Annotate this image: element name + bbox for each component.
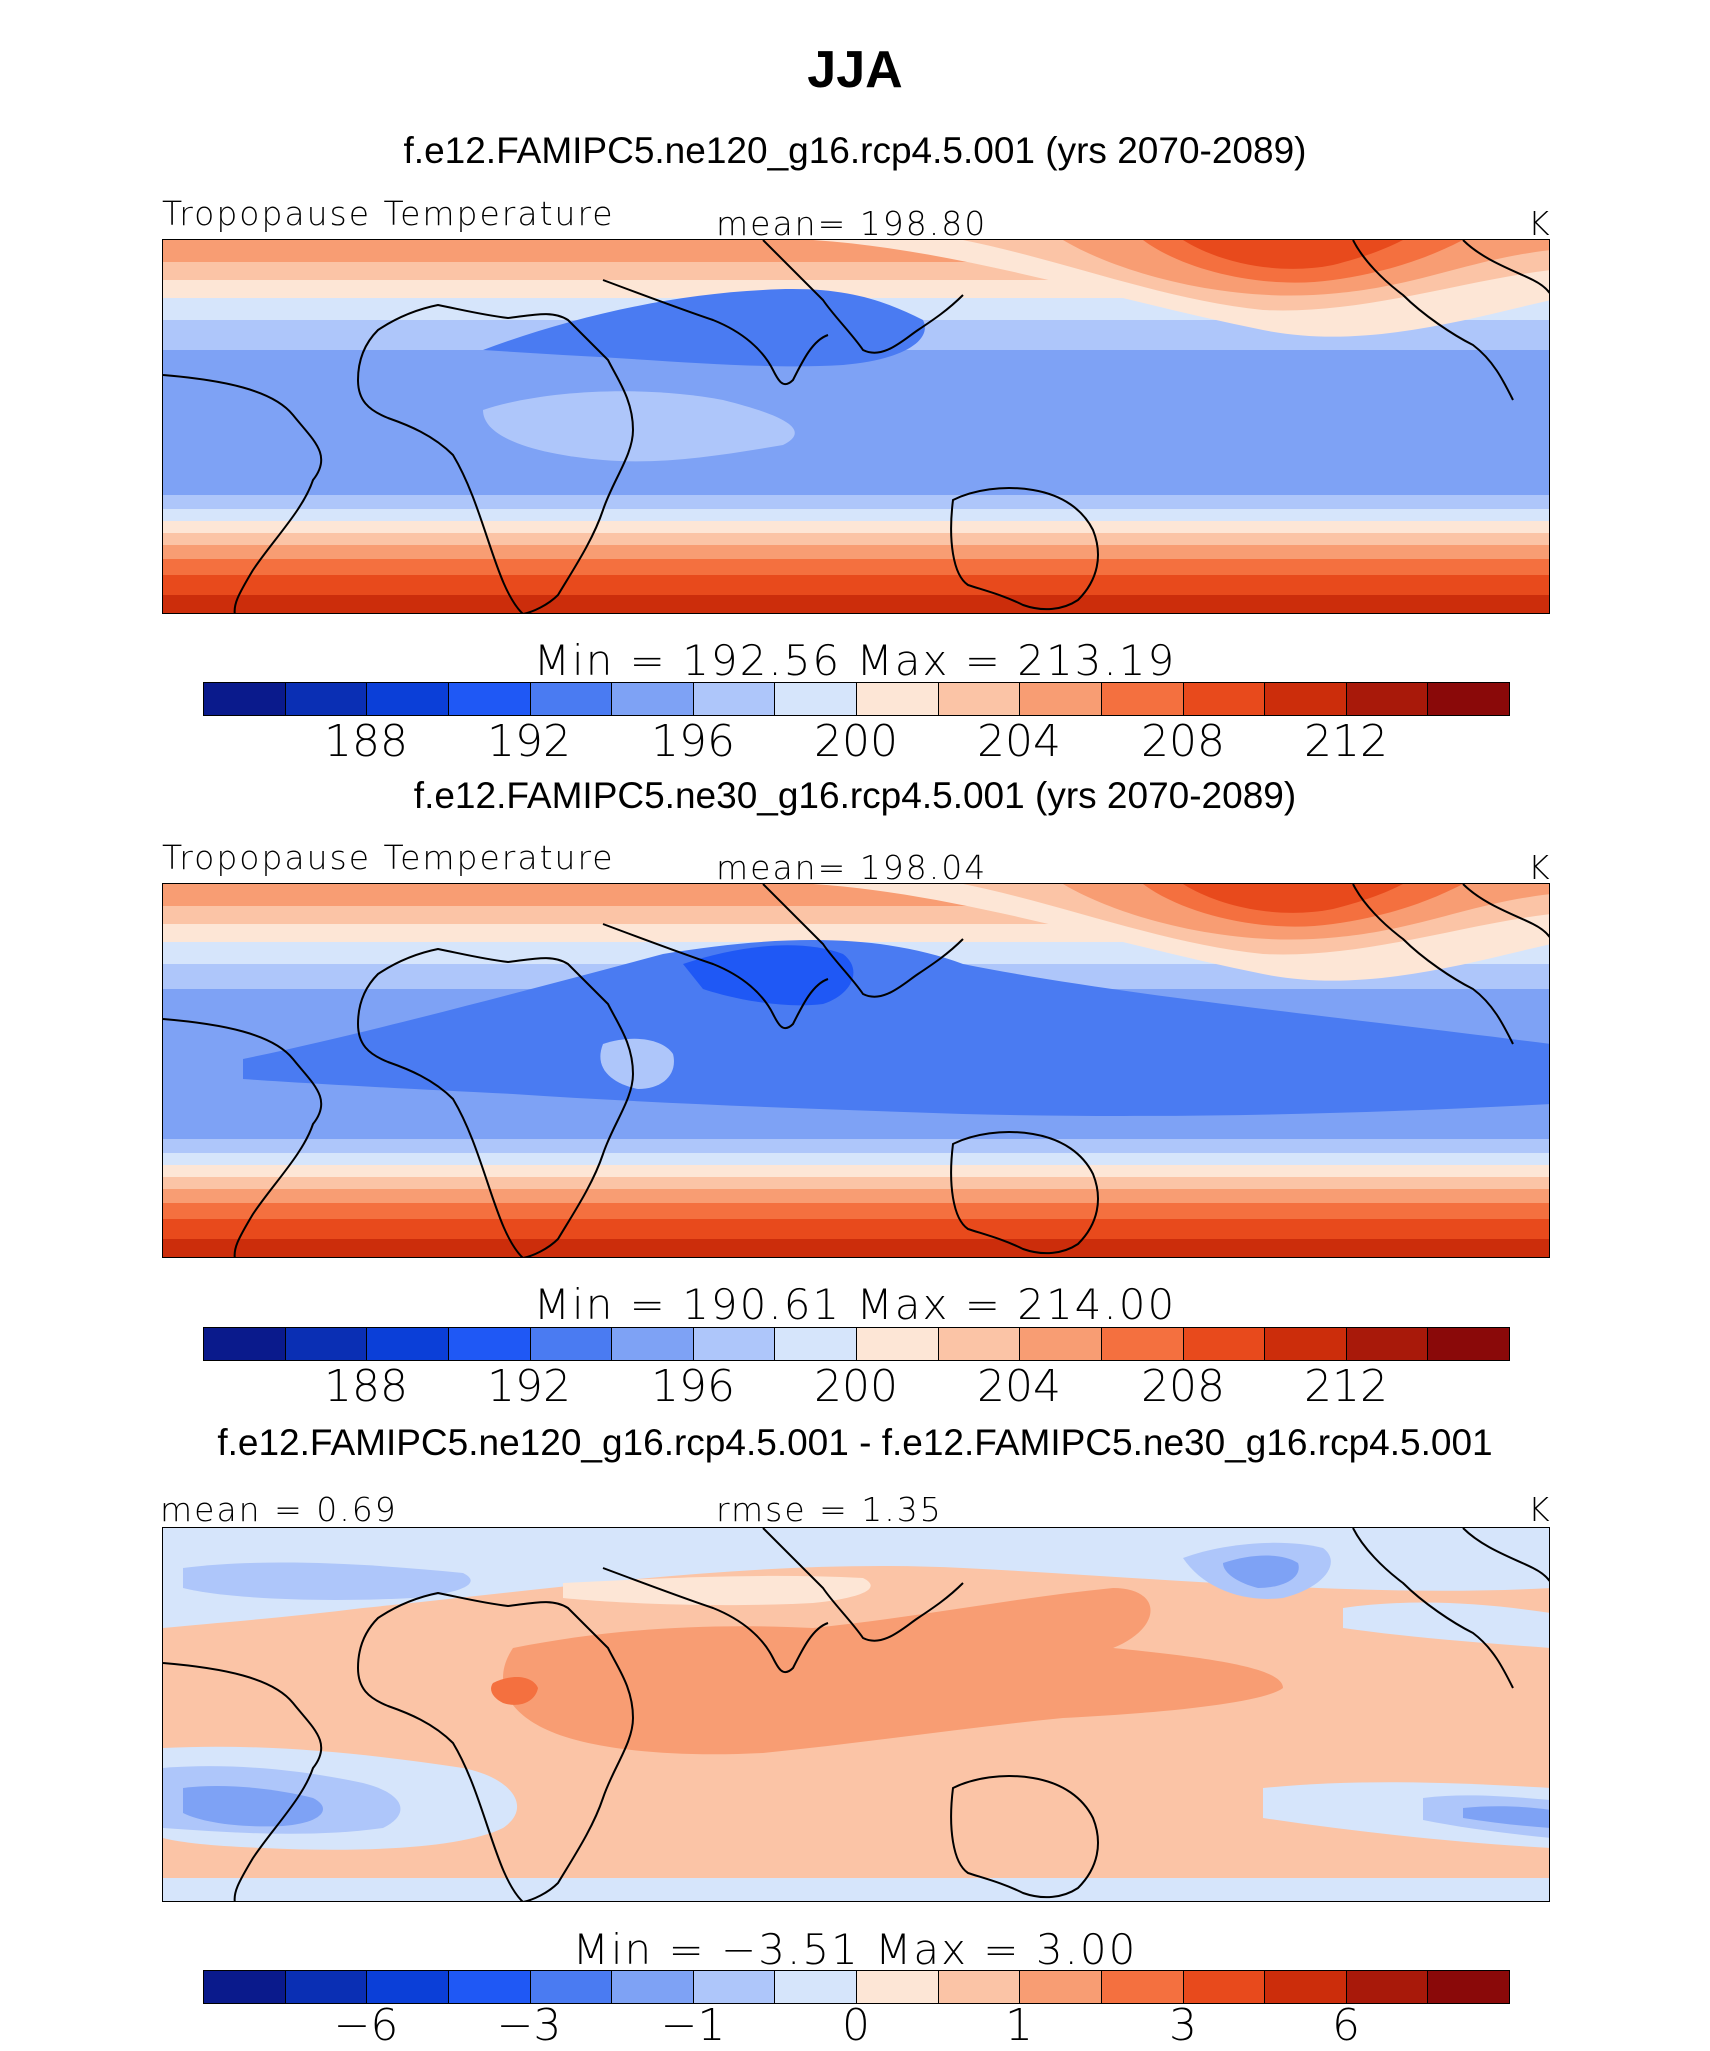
panel-1-colorbar — [203, 682, 1510, 716]
colorbar-swatch — [1428, 1328, 1509, 1360]
colorbar-swatch — [530, 683, 613, 715]
panel-3-units-label: K — [1528, 1490, 1552, 1529]
panel-3-mean-label: mean = 0.69 — [160, 1490, 398, 1529]
colorbar-tick-label: 3 — [1169, 2000, 1197, 2051]
colorbar-swatch — [204, 1328, 286, 1360]
colorbar-swatch — [367, 1971, 449, 2003]
panel-1-map — [162, 239, 1550, 614]
colorbar-tick-label: 212 — [1304, 1361, 1388, 1412]
colorbar-swatch — [204, 683, 286, 715]
colorbar-swatch — [693, 683, 776, 715]
colorbar-swatch — [693, 1971, 776, 2003]
colorbar-swatch — [285, 1328, 368, 1360]
colorbar-swatch — [285, 683, 368, 715]
colorbar-swatch — [612, 1328, 694, 1360]
colorbar-swatch — [1428, 683, 1509, 715]
colorbar-tick-label: 200 — [814, 716, 898, 767]
colorbar-tick-label: 1 — [1005, 2000, 1033, 2051]
colorbar-swatch — [448, 1328, 531, 1360]
panel-2-variable-label: Tropopause Temperature — [162, 838, 615, 877]
colorbar-swatch — [448, 1971, 531, 2003]
colorbar-swatch — [1020, 683, 1102, 715]
colorbar-swatch — [1101, 1328, 1184, 1360]
panel-1-variable-label: Tropopause Temperature — [162, 194, 615, 233]
panel-3-minmax: Min = −3.51 Max = 3.00 — [572, 1925, 1138, 1974]
panel-1-mean-label: mean= 198.80 — [716, 204, 988, 243]
colorbar-swatch — [1183, 1328, 1266, 1360]
panel-1-units-label: K — [1528, 204, 1552, 243]
panel-2-minmax: Min = 190.61 Max = 214.00 — [533, 1280, 1177, 1329]
panel-3-experiment-title: f.e12.FAMIPC5.ne120_g16.rcp4.5.001 - f.e… — [217, 1422, 1493, 1463]
colorbar-swatch — [1183, 1971, 1266, 2003]
colorbar-swatch — [285, 1971, 368, 2003]
colorbar-swatch — [775, 1971, 857, 2003]
panel-2-experiment-title: f.e12.FAMIPC5.ne30_g16.rcp4.5.001 (yrs 2… — [413, 775, 1297, 816]
colorbar-swatch — [938, 1971, 1021, 2003]
colorbar-swatch — [612, 683, 694, 715]
panel-2-map — [162, 883, 1550, 1258]
colorbar-tick-label: 192 — [487, 716, 571, 767]
colorbar-swatch — [938, 683, 1021, 715]
colorbar-swatch — [857, 683, 939, 715]
colorbar-tick-label: 196 — [651, 1361, 735, 1412]
colorbar-swatch — [857, 1971, 939, 2003]
panel-1-experiment-title: f.e12.FAMIPC5.ne120_g16.rcp4.5.001 (yrs … — [403, 130, 1307, 171]
colorbar-tick-label: −6 — [333, 2000, 399, 2051]
colorbar-swatch — [530, 1971, 613, 2003]
panel-3-colorbar — [203, 1970, 1510, 2004]
colorbar-swatch — [1101, 683, 1184, 715]
colorbar-swatch — [367, 683, 449, 715]
colorbar-tick-label: 208 — [1141, 716, 1225, 767]
colorbar-tick-label: 192 — [487, 1361, 571, 1412]
figure-title: JJA — [807, 41, 903, 99]
colorbar-tick-label: 188 — [324, 716, 408, 767]
colorbar-swatch — [1428, 1971, 1509, 2003]
colorbar-tick-label: 204 — [977, 716, 1061, 767]
colorbar-swatch — [1346, 1328, 1429, 1360]
colorbar-tick-label: 6 — [1332, 2000, 1360, 2051]
colorbar-tick-label: 0 — [842, 2000, 870, 2051]
colorbar-swatch — [1346, 1971, 1429, 2003]
colorbar-swatch — [367, 1328, 449, 1360]
colorbar-swatch — [938, 1328, 1021, 1360]
panel-3-rmse-label: rmse = 1.35 — [716, 1490, 943, 1529]
colorbar-swatch — [857, 1328, 939, 1360]
colorbar-swatch — [775, 683, 857, 715]
colorbar-tick-label: −1 — [660, 2000, 726, 2051]
colorbar-swatch — [530, 1328, 613, 1360]
colorbar-tick-label: 200 — [814, 1361, 898, 1412]
panel-1-minmax: Min = 192.56 Max = 213.19 — [533, 636, 1177, 685]
colorbar-swatch — [1020, 1328, 1102, 1360]
colorbar-swatch — [1265, 1328, 1347, 1360]
colorbar-swatch — [1101, 1971, 1184, 2003]
panel-2-colorbar — [203, 1327, 1510, 1361]
colorbar-swatch — [1346, 683, 1429, 715]
colorbar-swatch — [448, 683, 531, 715]
colorbar-swatch — [693, 1328, 776, 1360]
colorbar-swatch — [1183, 683, 1266, 715]
panel-2-units-label: K — [1528, 848, 1552, 887]
colorbar-swatch — [1265, 1971, 1347, 2003]
colorbar-swatch — [1020, 1971, 1102, 2003]
colorbar-tick-label: −3 — [496, 2000, 562, 2051]
colorbar-tick-label: 204 — [977, 1361, 1061, 1412]
colorbar-tick-label: 208 — [1141, 1361, 1225, 1412]
colorbar-tick-label: 188 — [324, 1361, 408, 1412]
colorbar-swatch — [775, 1328, 857, 1360]
colorbar-swatch — [1265, 683, 1347, 715]
panel-2-mean-label: mean= 198.04 — [716, 848, 988, 887]
colorbar-tick-label: 212 — [1304, 716, 1388, 767]
panel-3-map — [162, 1527, 1550, 1902]
colorbar-swatch — [204, 1971, 286, 2003]
colorbar-swatch — [612, 1971, 694, 2003]
colorbar-tick-label: 196 — [651, 716, 735, 767]
